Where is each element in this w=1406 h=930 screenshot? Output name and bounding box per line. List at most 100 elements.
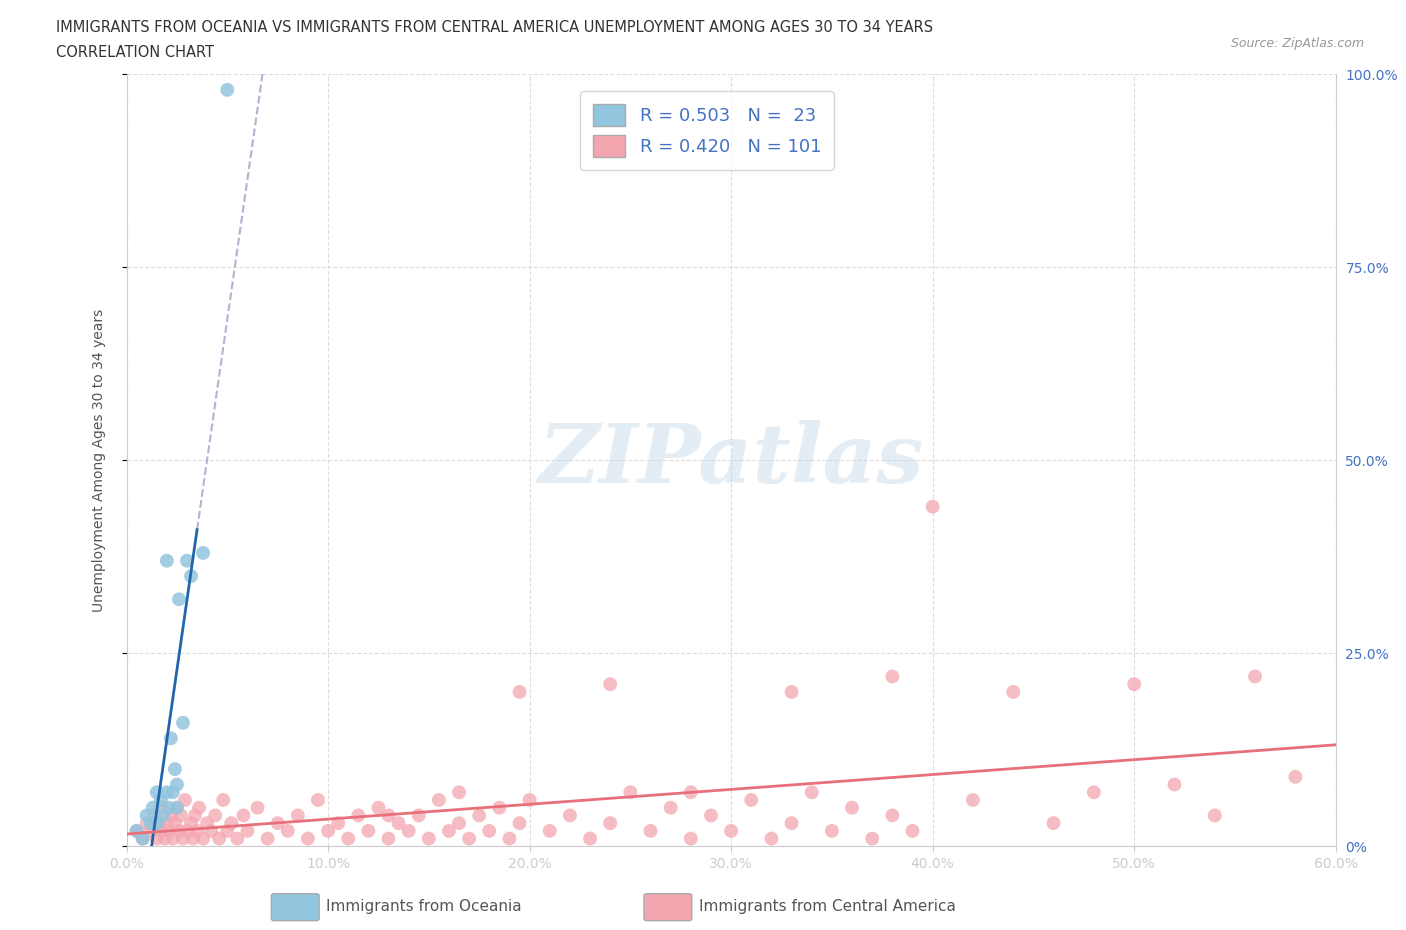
Point [149,792,172,807]
Point [166,800,188,815]
Point [176,823,198,838]
Point [172,831,194,846]
Point [172,715,194,730]
Point [1002,684,1025,699]
Point [184,808,207,823]
Point [170,808,193,823]
Point [146,816,169,830]
Point [921,499,943,514]
Point [162,831,184,846]
Point [162,785,184,800]
Point [139,823,162,838]
Point [367,800,389,815]
Point [761,831,783,846]
Point [156,785,179,800]
Point [236,823,259,838]
Point [139,816,162,830]
Point [388,816,411,830]
Point [163,816,186,830]
Point [488,800,510,815]
Point [163,762,186,777]
Point [167,823,190,838]
Point [720,823,742,838]
Point [160,808,183,823]
Point [860,831,883,846]
Point [166,777,188,792]
Point [146,831,169,846]
Point [449,785,471,800]
Point [1284,769,1306,784]
Point [478,823,501,838]
Point [125,823,148,838]
Point [780,684,803,699]
Point [180,569,202,584]
Point [1042,816,1064,830]
Point [307,792,329,807]
Point [277,823,299,838]
Point [700,808,723,823]
Point [780,816,803,830]
Point [125,823,148,838]
Point [659,800,682,815]
Point [1244,669,1267,684]
Point [962,792,984,807]
Point [186,823,208,838]
Point [357,823,380,838]
Point [152,808,174,823]
Point [153,831,176,846]
Point [131,831,153,846]
Point [191,831,214,846]
Point [509,816,531,830]
Text: ZIPatlas: ZIPatlas [538,420,924,500]
Point [267,816,290,830]
Point [195,816,218,830]
Point [256,831,278,846]
Point [174,792,197,807]
Point [157,823,180,838]
Point [217,823,239,838]
Point [181,831,204,846]
Point [841,800,863,815]
Point [287,808,309,823]
Point [599,816,621,830]
Point [468,808,491,823]
Point [579,831,602,846]
Point [498,831,520,846]
Point [449,816,471,830]
Point [148,816,170,830]
Text: CORRELATION CHART: CORRELATION CHART [56,45,214,60]
Y-axis label: Unemployment Among Ages 30 to 34 years: Unemployment Among Ages 30 to 34 years [91,309,105,612]
Point [135,816,157,830]
Text: Immigrants from Central America: Immigrants from Central America [699,899,956,914]
Point [377,831,399,846]
Point [226,831,249,846]
Text: Source: ZipAtlas.com: Source: ZipAtlas.com [1230,37,1364,50]
Point [740,792,762,807]
Point [377,808,399,823]
Point [143,808,166,823]
Point [679,785,702,800]
Legend: R = 0.503   N =  23, R = 0.420   N = 101: R = 0.503 N = 23, R = 0.420 N = 101 [581,91,834,169]
Point [232,808,254,823]
Point [458,831,481,846]
Point [427,792,450,807]
Point [221,816,243,830]
Text: Immigrants from Oceania: Immigrants from Oceania [326,899,522,914]
Point [640,823,662,838]
Point [191,546,214,561]
Point [160,731,183,746]
Point [176,553,198,568]
Point [204,808,226,823]
Point [800,785,823,800]
Point [200,823,222,838]
Point [131,831,153,846]
Point [882,669,904,684]
Point [418,831,440,846]
Point [408,808,430,823]
Point [1083,785,1105,800]
Point [246,800,269,815]
Point [297,831,319,846]
Point [538,823,561,838]
Point [821,823,844,838]
Point [1204,808,1226,823]
